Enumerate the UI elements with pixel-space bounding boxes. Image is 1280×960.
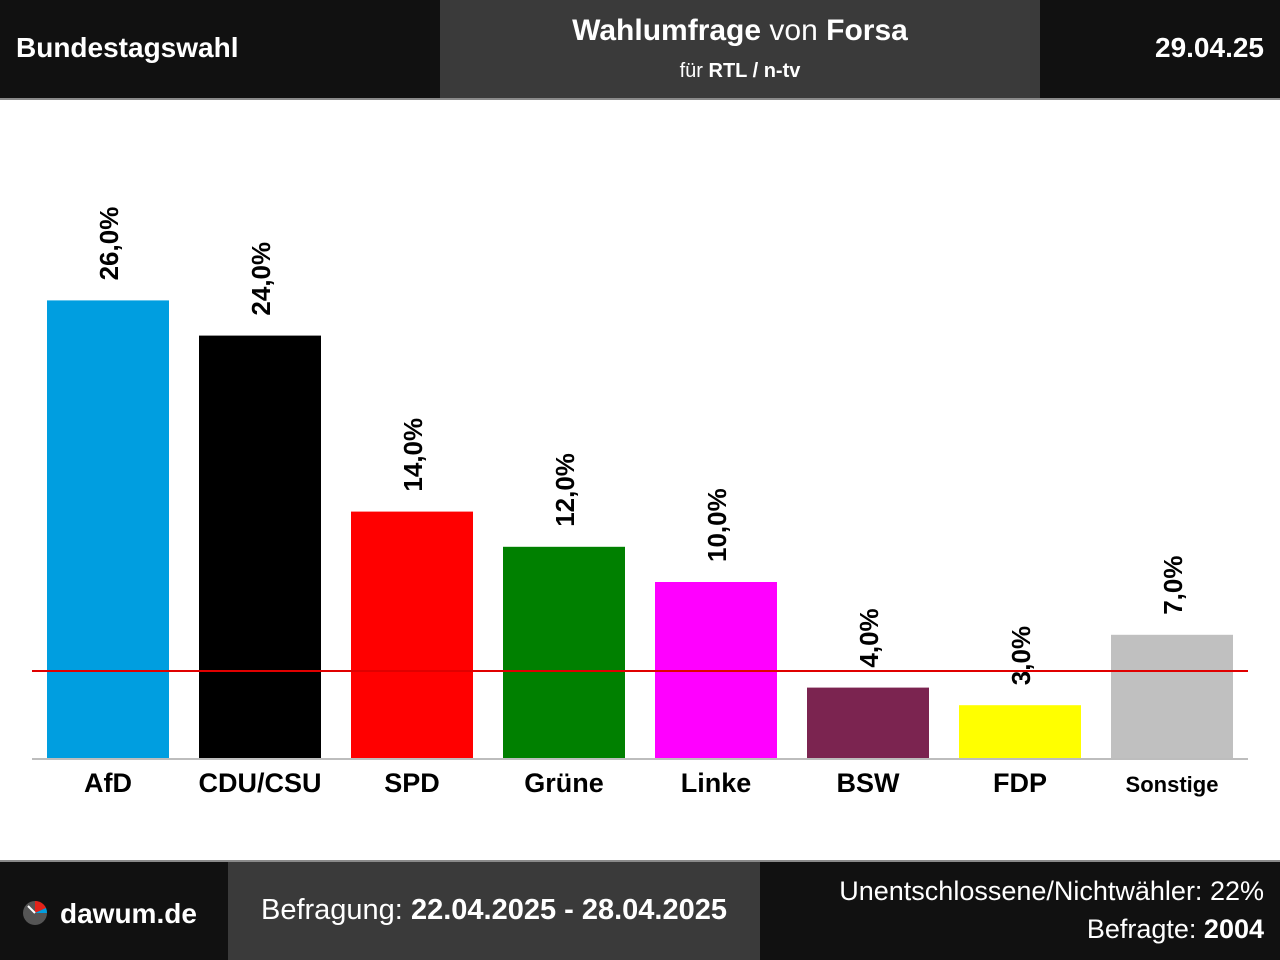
poll-von: von bbox=[769, 14, 818, 47]
client-prefix: für bbox=[679, 60, 703, 82]
value-label-sonstige: 7,0% bbox=[1158, 556, 1188, 615]
header-bar: Bundestagswahl Wahlumfrage von Forsa für… bbox=[0, 0, 1280, 98]
footer-bar: dawum.de Befragung: 22.04.2025 - 28.04.2… bbox=[0, 860, 1280, 960]
category-label-cdu-csu: CDU/CSU bbox=[198, 768, 321, 798]
category-label-bsw: BSW bbox=[837, 768, 901, 798]
category-label-linke: Linke bbox=[681, 768, 752, 798]
poll-client: für RTL / n-tv bbox=[440, 60, 1040, 83]
value-label-afd: 26,0% bbox=[94, 207, 124, 281]
respondents-label: Befragte: bbox=[1086, 914, 1197, 944]
bar-bsw bbox=[807, 687, 929, 758]
bar-spd bbox=[351, 511, 473, 758]
survey-dates: 22.04.2025 - 28.04.2025 bbox=[410, 894, 727, 926]
value-label-linke: 10,0% bbox=[702, 488, 732, 562]
value-label-cdu-csu: 24,0% bbox=[246, 242, 276, 316]
header-divider bbox=[0, 98, 1280, 100]
bar-fdp bbox=[959, 705, 1081, 758]
footer-left-panel: dawum.de bbox=[0, 862, 228, 960]
election-title: Bundestagswahl bbox=[16, 32, 239, 63]
value-label-bsw: 4,0% bbox=[854, 608, 884, 667]
footer-right-panel: Unentschlossene/Nichtwähler: 22% Befragt… bbox=[760, 862, 1280, 960]
respondents-info: Befragte: 2004 bbox=[1087, 914, 1264, 945]
category-label-fdp: FDP bbox=[993, 768, 1047, 798]
respondents-value: 2004 bbox=[1203, 914, 1264, 944]
dawum-logo-icon bbox=[23, 900, 48, 925]
client-name: RTL / n-tv bbox=[708, 60, 801, 82]
value-label-fdp: 3,0% bbox=[1006, 626, 1036, 685]
poll-word: Wahlumfrage bbox=[572, 14, 762, 47]
undecided-value: 22% bbox=[1209, 876, 1264, 906]
survey-label: Befragung: bbox=[260, 894, 403, 926]
header-left-panel: Bundestagswahl bbox=[0, 0, 440, 98]
value-label-spd: 14,0% bbox=[398, 418, 428, 492]
undecided-label: Unentschlossene/Nichtwähler: bbox=[839, 876, 1203, 906]
poll-heading: Wahlumfrage von Forsa bbox=[440, 14, 1040, 48]
publication-date: 29.04.25 bbox=[1155, 32, 1264, 63]
undecided-info: Unentschlossene/Nichtwähler: 22% bbox=[839, 876, 1264, 907]
bar-cdu-csu bbox=[199, 335, 321, 758]
header-right-panel: 29.04.25 bbox=[1040, 0, 1280, 98]
category-label-spd: SPD bbox=[384, 768, 440, 798]
bar-afd bbox=[47, 300, 169, 758]
category-label-sonstige: Sonstige bbox=[1126, 772, 1219, 797]
bar-sonstige bbox=[1111, 634, 1233, 758]
bar-grüne bbox=[503, 546, 625, 758]
poll-bar-chart: 26,0% AfD 24,0% CDU/CSU 14,0% SPD 12,0% Grüne 10… bbox=[32, 207, 1248, 798]
category-label-grüne: Grüne bbox=[524, 768, 604, 798]
site-link[interactable]: dawum.de bbox=[60, 898, 197, 929]
category-label-afd: AfD bbox=[84, 768, 132, 798]
value-label-grüne: 12,0% bbox=[550, 453, 580, 527]
header-center-panel: Wahlumfrage von Forsa für RTL / n-tv bbox=[440, 0, 1040, 98]
footer-divider bbox=[0, 860, 1280, 862]
poll-institute: Forsa bbox=[826, 14, 908, 47]
survey-period: Befragung: 22.04.2025 - 28.04.2025 bbox=[228, 894, 760, 927]
footer-center-panel: Befragung: 22.04.2025 - 28.04.2025 bbox=[228, 862, 760, 960]
